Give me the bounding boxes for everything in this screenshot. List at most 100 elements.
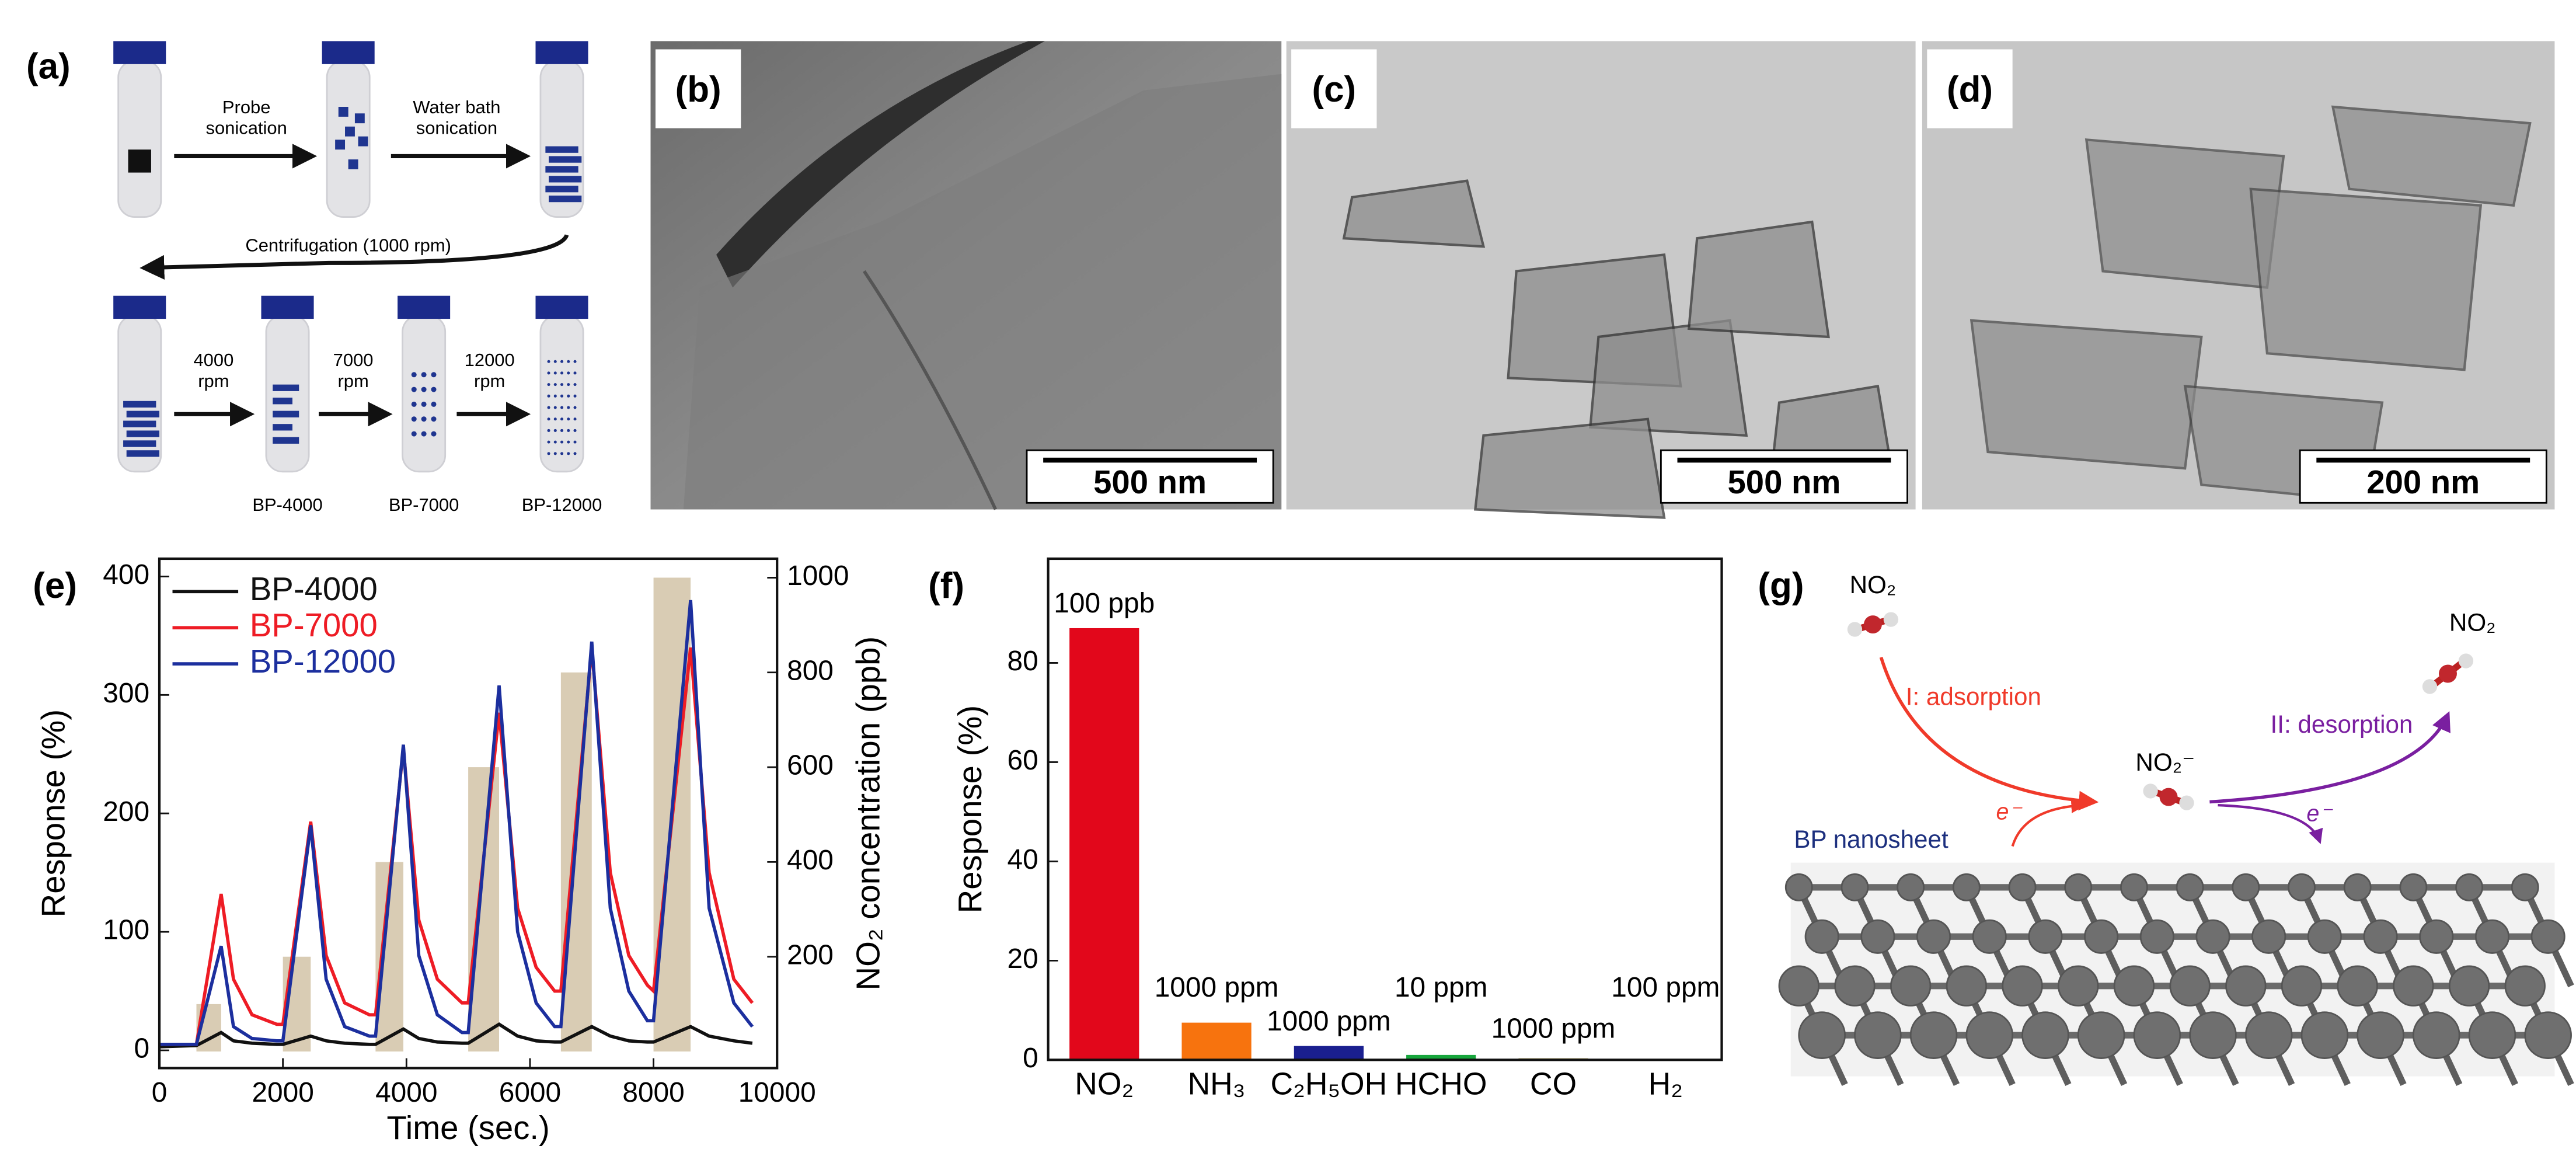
atom-n bbox=[2438, 664, 2457, 683]
bp-dot bbox=[421, 401, 427, 407]
legend-label: BP-4000 bbox=[250, 570, 378, 607]
bp-dot bbox=[567, 360, 570, 363]
scale-bar-label: 200 nm bbox=[2366, 464, 2480, 500]
value-label: 100 ppb bbox=[1054, 588, 1155, 619]
bp-dot bbox=[567, 394, 570, 398]
bar bbox=[1069, 628, 1139, 1060]
value-label: 10 ppm bbox=[1395, 972, 1488, 1003]
tube-body bbox=[117, 315, 162, 473]
y-tick-label: 200 bbox=[103, 796, 149, 827]
bp-dot bbox=[573, 394, 577, 398]
step-label: Water bath sonication bbox=[413, 97, 500, 138]
fold bbox=[863, 270, 998, 510]
atom bbox=[2251, 919, 2286, 954]
series-line bbox=[159, 647, 754, 1046]
atom bbox=[1784, 873, 1813, 901]
panel-label-box bbox=[1927, 49, 2013, 128]
atom bbox=[1972, 919, 2007, 954]
atom bbox=[2008, 873, 2037, 901]
bar bbox=[1406, 1054, 1476, 1060]
tube-body bbox=[402, 315, 447, 473]
nanosheet bbox=[1473, 417, 1666, 519]
atom-n bbox=[2159, 788, 2178, 806]
bp-dot bbox=[560, 360, 564, 363]
y2-tick-label: 600 bbox=[787, 750, 834, 781]
molecule-label: NO₂ bbox=[1850, 571, 1897, 598]
arrow bbox=[140, 234, 569, 280]
nanosheet bbox=[1589, 319, 1748, 437]
y-tick-label: 80 bbox=[1008, 646, 1038, 677]
atom-o bbox=[2458, 653, 2474, 668]
bp-flake bbox=[273, 410, 299, 417]
sample-label: BP-7000 bbox=[389, 495, 459, 515]
atom bbox=[2504, 965, 2546, 1007]
bp-dot bbox=[431, 386, 437, 392]
bp-flake bbox=[273, 437, 299, 444]
atom bbox=[2300, 1011, 2349, 1059]
bp-piece bbox=[345, 126, 355, 137]
adsorption-arrow bbox=[1879, 656, 2099, 811]
atom bbox=[2002, 965, 2043, 1007]
y-tick-label: 40 bbox=[1008, 844, 1038, 875]
tube-cap bbox=[261, 295, 314, 319]
bp-dot bbox=[421, 372, 427, 378]
atom bbox=[2064, 873, 2093, 901]
atom bbox=[1890, 965, 1932, 1007]
bp-dot bbox=[553, 394, 557, 398]
panel-label: (g) bbox=[1758, 566, 1804, 606]
atom bbox=[2021, 1011, 2069, 1059]
electron-arrow bbox=[2218, 804, 2323, 844]
y-axis-label: Response (%) bbox=[35, 709, 72, 918]
atom bbox=[2419, 919, 2454, 954]
atom bbox=[2511, 873, 2539, 901]
atom bbox=[2468, 1011, 2516, 1059]
bp-dot bbox=[553, 452, 557, 455]
bp-dot bbox=[553, 406, 557, 409]
scale-bar-label: 500 nm bbox=[1727, 464, 1841, 500]
atom bbox=[1841, 873, 1869, 901]
nanosheet bbox=[1970, 319, 2203, 470]
bp-dot bbox=[567, 452, 570, 455]
tube-body bbox=[539, 60, 584, 218]
atom bbox=[1860, 919, 1895, 954]
atom bbox=[2058, 965, 2099, 1007]
y-tick-label: 60 bbox=[1008, 745, 1038, 776]
bp-dot bbox=[411, 372, 417, 378]
bp-dot bbox=[560, 383, 564, 386]
bp-flake bbox=[123, 401, 156, 408]
bar bbox=[1294, 1046, 1364, 1060]
bp-flake bbox=[123, 440, 156, 447]
bp-flake bbox=[126, 430, 159, 437]
bp-dot bbox=[567, 429, 570, 432]
x-tick-label: NH₃ bbox=[1188, 1067, 1246, 1102]
sample-label: BP-12000 bbox=[522, 495, 602, 515]
nanosheet bbox=[2249, 187, 2483, 371]
electron-arrow bbox=[2011, 798, 2086, 847]
bp-dot bbox=[547, 452, 550, 455]
speed-label: 12000 rpm bbox=[465, 350, 515, 391]
atom bbox=[2133, 1011, 2181, 1059]
nanosheet bbox=[1687, 220, 1830, 339]
bp-dot bbox=[567, 371, 570, 375]
bp-dot bbox=[560, 417, 564, 421]
plot-frame bbox=[1047, 557, 1723, 1061]
bp-dot bbox=[547, 440, 550, 444]
bp-dot bbox=[567, 383, 570, 386]
nanosheet bbox=[2331, 105, 2532, 207]
bp-dot bbox=[573, 452, 577, 455]
concentration-bar bbox=[560, 672, 592, 1052]
y2-tick-label: 1000 bbox=[787, 560, 849, 591]
bp-flake bbox=[549, 195, 582, 203]
x-tick-label: 10000 bbox=[738, 1077, 816, 1108]
bp-flake bbox=[126, 410, 159, 417]
x-tick-label: 2000 bbox=[252, 1077, 313, 1108]
bp-dot bbox=[411, 431, 417, 437]
atom bbox=[1854, 1011, 1902, 1059]
speed-label: 7000 rpm bbox=[333, 350, 374, 391]
panel-label-box bbox=[1291, 49, 1377, 128]
atom bbox=[2189, 1011, 2237, 1059]
bp-piece bbox=[358, 136, 368, 147]
atom bbox=[1916, 919, 1951, 954]
